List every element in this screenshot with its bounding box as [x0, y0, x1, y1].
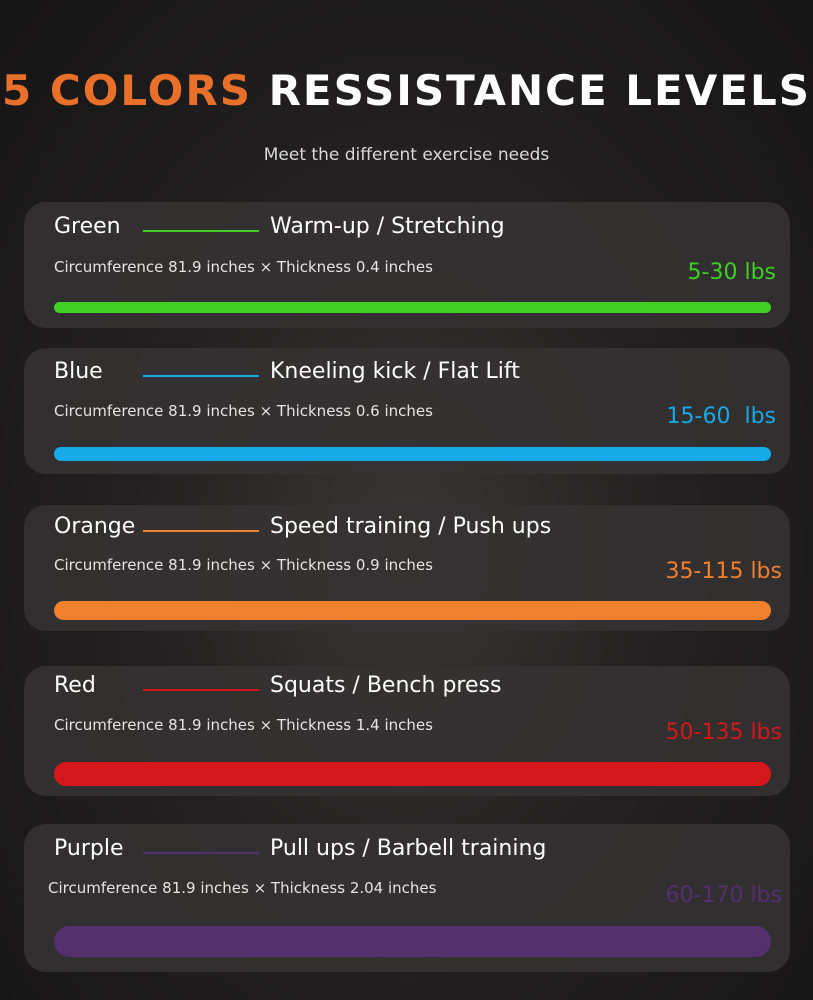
level-card-green: Green Warm-up / Stretching Circumference 8… — [24, 202, 790, 328]
level-card-orange: Orange Speed training / Push ups Circumfer… — [24, 505, 790, 631]
level-exercise: Kneeling kick / Flat Lift — [270, 359, 520, 384]
level-spec: Circumference 81.9 inches × Thickness 0.… — [54, 258, 433, 276]
page-title: 5 COLORS RESSISTANCE LEVELS — [0, 66, 813, 115]
level-spec: Circumference 81.9 inches × Thickness 1.… — [54, 716, 433, 734]
page-subtitle: Meet the different exercise needs — [263, 145, 550, 165]
level-resistance: 5-30 lbs — [687, 260, 776, 285]
level-card-blue: Blue Kneeling kick / Flat Lift Circumferen… — [24, 348, 790, 474]
level-name: Purple — [54, 836, 124, 861]
level-name: Blue — [54, 359, 103, 384]
level-name: Red — [54, 673, 96, 698]
level-exercise: Squats / Bench press — [270, 673, 502, 698]
band-bar — [54, 447, 771, 461]
band-bar — [54, 302, 771, 313]
level-exercise: Speed training / Push ups — [270, 514, 552, 539]
band-bar — [54, 601, 771, 620]
title-accent: 5 COLORS — [2, 66, 252, 115]
level-resistance: 35-115 lbs — [665, 559, 782, 584]
band-bar — [54, 762, 771, 786]
level-name: Green — [54, 214, 121, 239]
connector-line — [143, 689, 259, 691]
connector-line — [143, 375, 259, 377]
level-name: Orange — [54, 514, 136, 539]
level-exercise: Pull ups / Barbell training — [270, 836, 547, 861]
connector-line — [143, 530, 259, 532]
band-bar — [54, 926, 771, 957]
level-card-red: Red Squats / Bench press Circumference 81.… — [24, 666, 790, 796]
title-rest: RESSISTANCE LEVELS — [251, 66, 811, 115]
level-spec: Circumference 81.9 inches × Thickness 0.… — [54, 402, 433, 420]
level-exercise: Warm-up / Stretching — [270, 214, 505, 239]
level-spec: Circumference 81.9 inches × Thickness 0.… — [54, 556, 433, 574]
level-spec: Circumference 81.9 inches × Thickness 2.… — [48, 879, 437, 897]
connector-line — [143, 230, 259, 232]
level-card-purple: Purple Pull ups / Barbell training Circumf… — [24, 824, 790, 972]
level-resistance: 15-60 lbs — [666, 404, 776, 429]
level-resistance: 50-135 lbs — [665, 720, 782, 745]
level-resistance: 60-170 lbs — [665, 883, 782, 908]
connector-line — [143, 852, 259, 854]
